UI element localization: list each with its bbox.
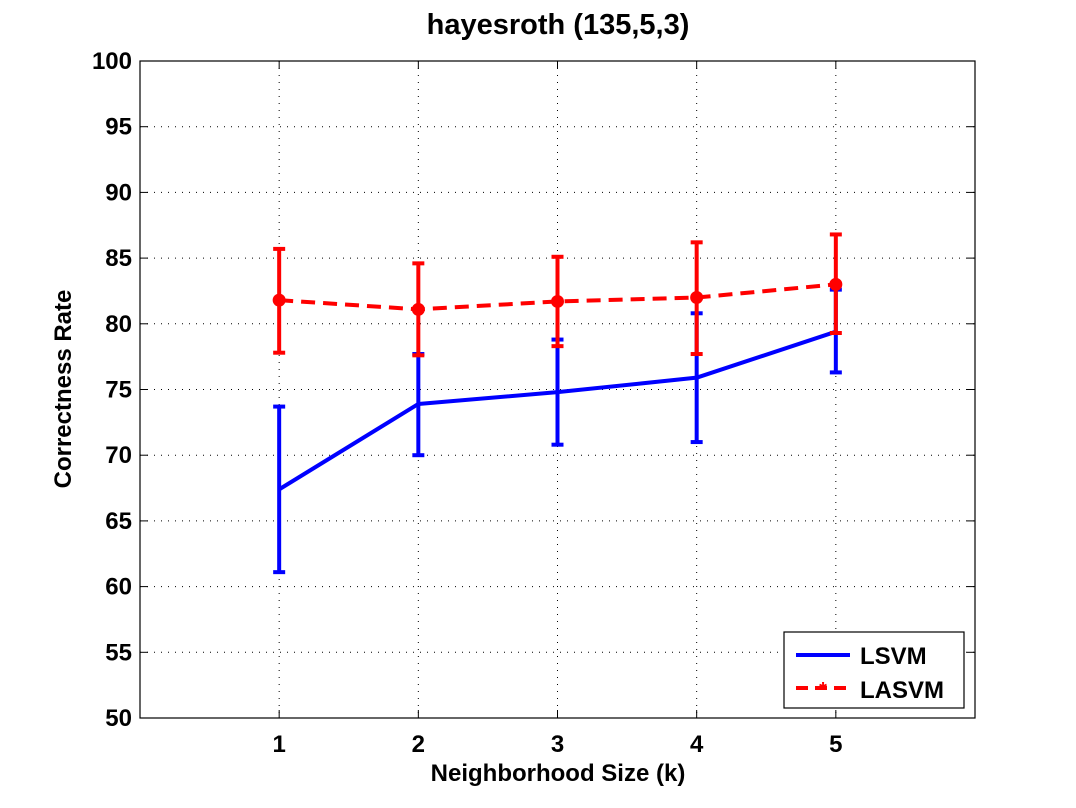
series-layer: [272, 232, 843, 575]
y-tick-label: 65: [105, 508, 132, 535]
data-point-lasvm: [272, 293, 286, 307]
data-point-lasvm: [551, 294, 564, 308]
legend: LSVM * LASVM: [783, 631, 965, 709]
y-tick-label: 75: [105, 377, 132, 404]
series-line-lasvm: [279, 282, 837, 312]
series-line-lsvm: [278, 329, 837, 492]
legend-label-lsvm: LSVM: [860, 643, 927, 670]
y-tick-label: 60: [105, 574, 132, 601]
legend-marker-lasvm: *: [819, 679, 827, 701]
x-tick-label: 4: [690, 731, 704, 758]
y-tick-label: 85: [105, 245, 132, 272]
axis-ticks: 50 55 60 65 70 75 80 85 90 95 100 1 2 3 4 5: [92, 48, 975, 758]
y-tick-label: 100: [92, 48, 132, 75]
x-tick-label: 2: [412, 731, 425, 758]
y-axis-label: Correctness Rate: [50, 290, 77, 489]
y-tick-label: 55: [105, 639, 132, 666]
series-lasvm: [272, 232, 843, 358]
data-point-lasvm: [829, 277, 843, 291]
data-point-lasvm: [690, 291, 704, 305]
y-tick-label: 80: [105, 311, 132, 338]
x-axis-label: Neighborhood Size (k): [431, 760, 686, 787]
x-tick-label: 1: [272, 731, 285, 758]
x-tick-label: 3: [551, 731, 564, 758]
legend-label-lasvm: LASVM: [860, 677, 944, 704]
legend-box: [783, 631, 965, 709]
x-tick-label: 5: [829, 731, 842, 758]
y-tick-label: 90: [105, 179, 132, 206]
y-tick-label: 70: [105, 442, 132, 469]
plot-frame: [139, 60, 976, 719]
y-tick-label: 95: [105, 114, 132, 141]
data-point-lasvm: [411, 302, 425, 316]
chart-title: hayesroth (135,5,3): [427, 9, 690, 41]
y-tick-label: 50: [105, 705, 132, 732]
